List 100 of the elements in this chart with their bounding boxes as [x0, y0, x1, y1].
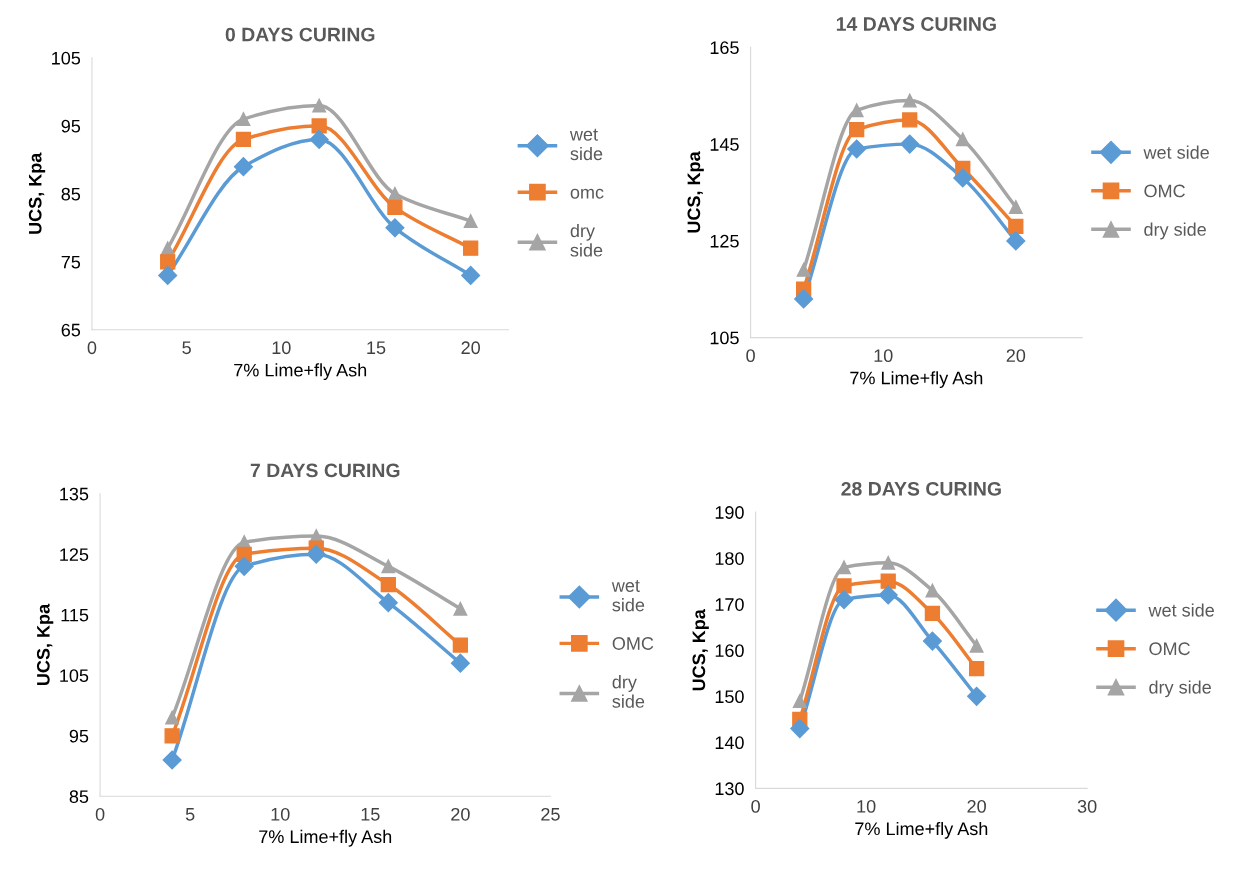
y-tick-label: 115 — [61, 608, 89, 622]
x-tick-label: 15 — [361, 808, 380, 821]
x-tick-label: 15 — [367, 341, 386, 355]
point — [452, 637, 469, 653]
point — [849, 121, 865, 138]
point — [794, 289, 814, 309]
y-tick-label: 75 — [61, 255, 81, 269]
x-tick-label: 25 — [541, 807, 560, 821]
x-axis-title: 7% Lime+fly Ash — [855, 821, 988, 839]
y-tick-label: 105 — [60, 669, 89, 683]
y-tick-label: 125 — [60, 548, 89, 561]
chart-title: 7 DAYS CURING — [250, 463, 400, 478]
point — [387, 186, 402, 201]
point — [463, 214, 478, 228]
point — [463, 240, 479, 256]
legend-label: wet side — [1143, 145, 1209, 159]
point — [164, 728, 180, 744]
y-tick-label: 85 — [69, 790, 89, 804]
point — [309, 129, 329, 149]
y-tick-label: 95 — [61, 119, 81, 133]
x-tick-label: 10 — [272, 341, 291, 355]
y-tick-label: 190 — [715, 506, 744, 519]
x-tick-label: 20 — [461, 341, 480, 355]
x-tick-label: 10 — [271, 807, 290, 821]
point — [880, 573, 896, 589]
x-tick-label: 10 — [874, 349, 893, 363]
x-tick-label: 20 — [967, 800, 986, 813]
point — [968, 661, 985, 677]
point — [1006, 231, 1026, 251]
point — [453, 601, 468, 616]
point — [381, 559, 396, 574]
point — [158, 265, 178, 285]
point — [1008, 200, 1023, 214]
point — [461, 265, 481, 285]
point — [311, 118, 327, 134]
point — [796, 262, 811, 277]
point — [878, 585, 898, 605]
point — [834, 590, 854, 610]
point — [836, 578, 852, 594]
point — [881, 555, 896, 570]
point — [387, 199, 403, 216]
y-axis-title: UCS, Kpa — [36, 603, 54, 686]
point — [378, 593, 398, 613]
point — [165, 710, 180, 725]
x-tick-label: 0 — [746, 349, 755, 363]
x-tick-label: 0 — [751, 800, 760, 813]
legend-label: wet side — [611, 580, 645, 612]
point — [380, 576, 396, 593]
x-tick-label: 0 — [95, 807, 105, 821]
y-tick-label: 105 — [52, 51, 81, 65]
point — [306, 544, 326, 564]
y-tick-label: 160 — [715, 644, 744, 658]
point — [162, 750, 182, 770]
x-axis-title: 7% Lime+fly Ash — [234, 363, 367, 381]
chart-title: 0 DAYS CURING — [225, 27, 375, 42]
point — [953, 168, 973, 188]
x-tick-label: 0 — [87, 341, 97, 355]
point — [900, 134, 920, 154]
y-axis-title: UCS, Kpa — [692, 609, 709, 691]
x-axis-title: 7% Lime+fly Ash — [259, 829, 392, 847]
x-tick-label: 5 — [182, 341, 191, 355]
point — [385, 218, 405, 238]
chart-title: 14 DAYS CURING — [836, 17, 996, 31]
point — [925, 583, 940, 598]
point — [450, 653, 470, 673]
y-tick-label: 170 — [715, 598, 744, 611]
point — [160, 254, 176, 270]
y-tick-label: 65 — [61, 323, 81, 337]
legend-label: wet side — [1148, 603, 1214, 617]
y-tick-label: 150 — [715, 690, 744, 704]
y-tick-label: 85 — [61, 187, 81, 201]
chart-title: 28 DAYS CURING — [841, 481, 1001, 496]
point — [849, 103, 864, 118]
x-tick-label: 10 — [857, 800, 876, 813]
x-tick-label: 20 — [451, 807, 470, 821]
x-tick-label: 30 — [1077, 800, 1097, 813]
x-axis-title: 7% Lime+fly Ash — [850, 371, 983, 388]
x-tick-label: 20 — [1006, 349, 1026, 363]
y-tick-label: 135 — [60, 487, 89, 501]
point — [312, 98, 327, 113]
point — [955, 132, 970, 147]
point — [924, 605, 941, 622]
y-tick-label: 125 — [710, 234, 739, 248]
legend-label: dry side — [612, 675, 645, 708]
point — [902, 93, 917, 108]
point — [969, 638, 984, 653]
point — [967, 686, 987, 706]
point — [847, 139, 867, 159]
point — [922, 631, 942, 651]
y-tick-label: 145 — [710, 138, 739, 151]
legend-label: OMC — [1144, 184, 1185, 198]
legend-label: omc — [570, 188, 604, 199]
point — [235, 131, 252, 148]
y-tick-label: 140 — [715, 736, 744, 750]
legend-label: wet side — [569, 128, 603, 161]
y-tick-label: 105 — [710, 331, 739, 345]
legend-label: OMC — [612, 637, 654, 650]
y-tick-label: 180 — [715, 552, 744, 565]
legend-label: dry side — [1149, 680, 1211, 698]
legend-label: dry side — [570, 223, 603, 257]
